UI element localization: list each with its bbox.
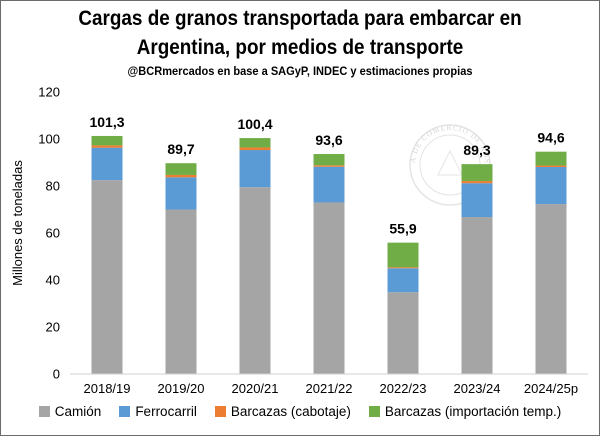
- bar-segment-2-7: [535, 166, 567, 205]
- legend-item-4: Barcazas (importación temp.): [368, 404, 562, 419]
- legend-swatch-2: [119, 406, 131, 417]
- x-tick-label-7: 2024/25p: [524, 381, 578, 396]
- legend-swatch-3: [214, 406, 226, 417]
- legend-item-3: Barcazas (cabotaje): [214, 404, 351, 419]
- bar-segment-3-4: [313, 165, 345, 167]
- legend-item-2: Ferrocarril: [119, 404, 197, 419]
- bar-segment-3-5: [387, 267, 419, 269]
- bar-segment-1-3: [239, 187, 271, 374]
- y-tick-label-3: 40: [46, 273, 60, 288]
- total-label-3: 100,4: [237, 116, 272, 132]
- y-tick-label-6: 100: [38, 132, 60, 147]
- x-tick-label-3: 2020/21: [232, 381, 279, 396]
- y-tick-label-4: 60: [46, 226, 60, 241]
- chart-title: Cargas de granos transportada para embar…: [30, 4, 570, 62]
- y-tick-label-1: 0: [53, 367, 60, 382]
- legend-label-2: Ferrocarril: [135, 404, 197, 419]
- bar-segment-3-1: [91, 145, 123, 148]
- x-tick-label-1: 2018/19: [84, 381, 131, 396]
- bar-segment-4-2: [165, 163, 197, 175]
- bar-segment-2-3: [239, 150, 271, 188]
- bars-group: [91, 135, 567, 375]
- chart-legend: Camión Ferrocarril Barcazas (cabotaje) Barc…: [0, 404, 600, 419]
- total-label-7: 94,6: [537, 130, 564, 146]
- total-label-2: 89,7: [167, 141, 194, 157]
- bar-segment-1-7: [535, 204, 567, 374]
- bar-segment-3-3: [239, 147, 271, 151]
- bar-segment-2-1: [91, 147, 123, 181]
- seal-emblem: [437, 149, 463, 176]
- bar-segment-1-6: [461, 217, 493, 374]
- total-label-4: 93,6: [315, 132, 342, 148]
- bar-segment-1-2: [165, 209, 197, 374]
- bar-segment-2-4: [313, 166, 345, 203]
- x-tick-label-6: 2023/24: [454, 381, 501, 396]
- labels-group: 101,3 2018/19 89,7 2019/20 100,4 2020/21 93,6 2…: [84, 114, 579, 396]
- bar-segment-3-6: [461, 181, 493, 184]
- legend-label-4: Barcazas (importación temp.): [384, 404, 562, 419]
- x-tick-label-2: 2019/20: [158, 381, 205, 396]
- bar-segment-4-3: [239, 138, 271, 148]
- bar-segment-4-5: [387, 242, 419, 268]
- chart-subtitle: @BCRmercados en base a SAGyP, INDEC y es…: [127, 64, 473, 78]
- total-label-6: 89,3: [463, 142, 490, 158]
- legend-label-3: Barcazas (cabotaje): [230, 404, 351, 419]
- y-tick-label-5: 80: [46, 179, 60, 194]
- bar-segment-4-7: [535, 151, 567, 166]
- bar-segment-4-1: [91, 135, 123, 146]
- x-tick-label-4: 2021/22: [306, 381, 353, 396]
- y-tick-label-7: 120: [38, 85, 60, 100]
- legend-label-1: Camión: [54, 404, 102, 419]
- bar-segment-3-7: [535, 165, 567, 167]
- legend-item-1: Camión: [38, 404, 102, 419]
- y-axis-title: Millones de toneladas: [10, 160, 25, 286]
- bar-segment-1-1: [91, 180, 123, 375]
- bar-segment-2-2: [165, 177, 197, 210]
- bar-segment-3-2: [165, 174, 197, 178]
- legend-swatch-1: [38, 406, 50, 417]
- bar-segment-4-6: [461, 164, 493, 182]
- bar-segment-2-5: [387, 268, 419, 293]
- bar-segment-1-5: [387, 292, 419, 374]
- bar-segment-1-4: [313, 202, 345, 374]
- chart-title-line-2: Argentina, por medios de transporte: [136, 36, 464, 59]
- total-label-5: 55,9: [389, 221, 416, 237]
- y-tick-label-2: 20: [46, 320, 60, 335]
- x-tick-label-5: 2022/23: [380, 381, 427, 396]
- legend-swatch-4: [368, 406, 380, 417]
- bar-segment-4-4: [313, 154, 345, 166]
- axes-group: 0 20 40 60 80 100 120 Millones de toneladas: [10, 85, 588, 382]
- bar-segment-2-6: [461, 183, 493, 218]
- chart-title-line-1: Cargas de granos transportada para embar…: [78, 7, 522, 30]
- total-label-1: 101,3: [89, 114, 124, 130]
